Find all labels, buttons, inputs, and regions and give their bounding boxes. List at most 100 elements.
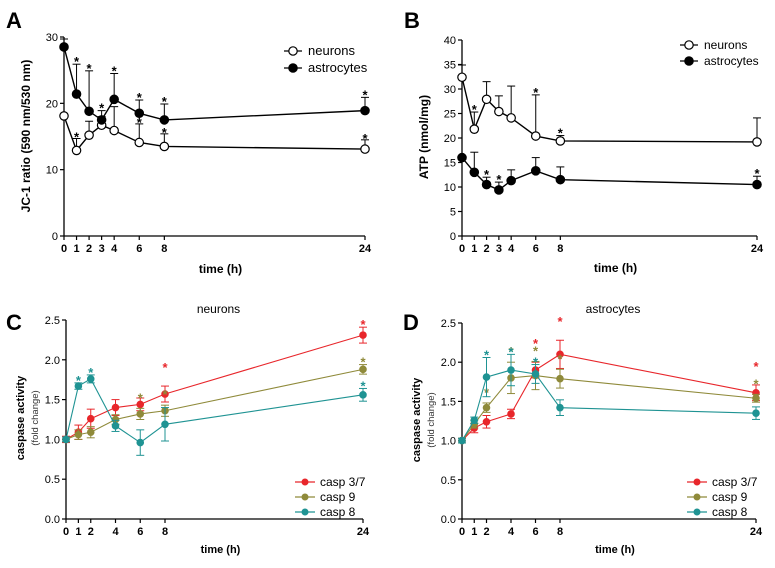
legend-b: neurons astrocytes: [680, 38, 759, 68]
data-point: [530, 166, 541, 176]
x-tick-label-b: 1: [471, 243, 477, 255]
data-point: [752, 409, 760, 417]
data-point: [531, 370, 540, 378]
y-tick-label-b: 15: [444, 158, 456, 170]
x-tick-label-d: 24: [750, 526, 763, 538]
significance-star: *: [74, 54, 80, 69]
legend-label: casp 9: [320, 490, 356, 504]
data-point: [136, 410, 145, 418]
panel-letter-c: C: [6, 310, 22, 335]
significance-star: *: [162, 387, 168, 402]
y-tick-label-c: 0.5: [45, 474, 60, 486]
legend-item-casp-3-7: casp 3/7: [687, 475, 758, 489]
x-axis-label-a: time (h): [199, 262, 242, 276]
data-point: [359, 331, 367, 339]
x-tick-label-a: 4: [111, 243, 118, 255]
significance-star: *: [76, 373, 82, 388]
y-tick-label-b: 35: [444, 60, 456, 72]
legend-item-astrocytes: astrocytes: [284, 60, 368, 75]
significance-star: *: [533, 336, 539, 351]
x-tick-label-b: 6: [533, 243, 539, 255]
legend-marker: [684, 56, 694, 66]
panel-title-c: neurons: [197, 302, 240, 316]
data-point: [494, 106, 504, 117]
data-point: [507, 410, 515, 418]
series-a-neurons: * * * *: [59, 106, 370, 156]
y-tick-label-d: 2.0: [441, 357, 456, 369]
significance-star: *: [557, 351, 563, 366]
legend-marker: [301, 493, 309, 501]
data-point: [457, 72, 467, 83]
x-tick-label-a: 2: [86, 243, 92, 255]
data-point: [482, 373, 491, 381]
panel-letter-d: D: [403, 310, 419, 335]
y-tick-label-c: 1.5: [45, 395, 60, 407]
data-point: [109, 94, 119, 105]
data-point: [359, 391, 367, 399]
legend-marker: [288, 63, 298, 73]
series-line: [65, 378, 364, 444]
series-line: [461, 374, 757, 441]
y-tick-label-b: 20: [444, 133, 456, 145]
y-tick-label-b: 10: [444, 182, 456, 194]
x-tick-label-a: 8: [161, 243, 167, 255]
significance-star: *: [99, 101, 105, 116]
x-tick-label-d: 6: [532, 526, 538, 538]
x-tick-label-a: 0: [61, 243, 67, 255]
x-axis-label-b: time (h): [594, 261, 637, 275]
significance-star: *: [74, 129, 80, 144]
legend-marker: [693, 508, 701, 516]
data-point: [481, 94, 492, 105]
data-point: [136, 400, 145, 409]
data-point: [134, 137, 145, 148]
significance-star: *: [137, 90, 143, 105]
data-point: [86, 414, 95, 423]
data-point: [159, 141, 170, 152]
significance-star: *: [137, 115, 143, 130]
series-line: [461, 77, 758, 143]
data-point: [507, 366, 515, 374]
legend-marker: [301, 508, 309, 516]
series-d-casp-9: *****: [458, 343, 760, 445]
data-point: [59, 42, 69, 52]
legend-marker: [684, 40, 694, 50]
y-tick-label-a: 30: [46, 32, 58, 44]
x-tick-label-b: 3: [496, 243, 502, 255]
significance-star: *: [360, 378, 366, 393]
x-tick-label-c: 0: [63, 526, 69, 538]
legend-marker: [288, 46, 298, 56]
data-point: [359, 365, 367, 374]
x-tick-label-d: 4: [508, 526, 515, 538]
y-tick-label-c: 1.0: [45, 434, 60, 446]
y-tick-label-b: 25: [444, 109, 456, 121]
data-point: [469, 167, 480, 178]
data-point: [161, 390, 169, 398]
legend-item-neurons: neurons: [284, 43, 355, 58]
significance-star: *: [360, 317, 366, 332]
data-point: [84, 130, 94, 140]
series-line: [461, 369, 757, 441]
significance-star: *: [112, 63, 118, 78]
legend-label: casp 3/7: [712, 475, 758, 489]
y-axis-label-b: ATP (nmol/mg): [417, 95, 431, 179]
data-point: [752, 137, 762, 147]
significance-star: *: [754, 166, 760, 181]
series-b-neurons: * * *: [457, 64, 762, 147]
x-tick-label-b: 24: [751, 243, 764, 255]
x-tick-label-b: 8: [557, 243, 563, 255]
x-axis-label-c: time (h): [201, 544, 241, 556]
series-line: [65, 334, 364, 440]
legend-marker: [301, 478, 309, 486]
y-tick-label-d: 1.0: [441, 436, 456, 448]
data-point: [457, 152, 467, 163]
significance-star: *: [362, 131, 368, 146]
legend-label: neurons: [704, 38, 747, 52]
series-d-casp-3-7: ***: [458, 314, 760, 445]
series-line: [63, 115, 366, 152]
data-point: [556, 403, 564, 412]
data-point: [71, 145, 82, 156]
legend-a: neurons astrocytes: [284, 43, 368, 75]
data-point: [360, 144, 370, 154]
